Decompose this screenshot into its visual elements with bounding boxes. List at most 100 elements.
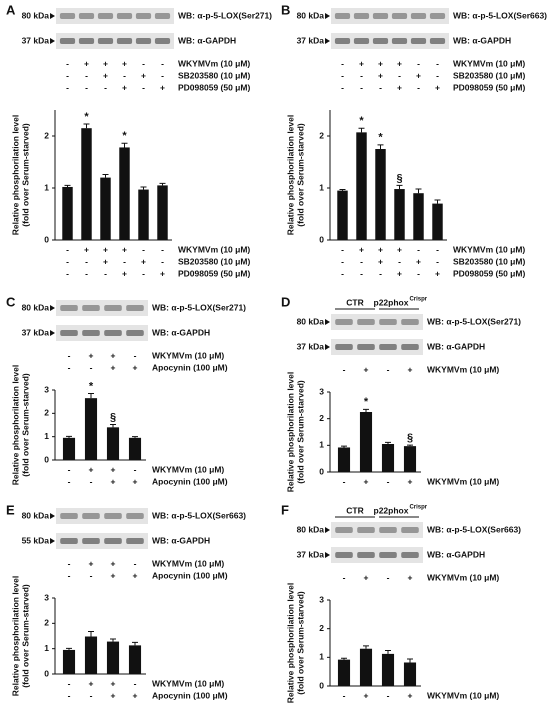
condition-sign: + [397, 58, 402, 68]
condition-sign: + [416, 70, 421, 80]
bar [62, 437, 76, 460]
condition-sign: - [360, 256, 363, 266]
panel-letter: E [6, 502, 15, 517]
condition-sign: - [68, 558, 71, 568]
condition-sign: - [341, 268, 344, 278]
kda-arrow [50, 330, 55, 336]
condition-sign: + [133, 570, 138, 580]
blot-band [60, 513, 78, 519]
condition-sign: + [397, 268, 402, 278]
y-axis-label: Relative phosphorilation level [10, 576, 20, 696]
condition-sign: - [436, 70, 439, 80]
blot-label: WB: α-p-5-LOX(Ser271) [178, 10, 272, 20]
condition-name: WKYMVm (10 μM) [178, 58, 250, 68]
bar [394, 189, 405, 240]
blot-band [104, 513, 122, 519]
blot-band [357, 319, 375, 325]
condition-sign: - [360, 82, 363, 92]
condition-sign: + [89, 678, 94, 688]
condition-sign: + [160, 82, 165, 92]
error-bar [407, 658, 413, 663]
bar [375, 149, 386, 240]
condition-sign: - [66, 244, 69, 254]
condition-sign: - [343, 572, 346, 582]
condition-sign: + [359, 58, 364, 68]
blot-band [353, 13, 370, 19]
kda-label: 80 kDa [297, 10, 325, 20]
condition-sign: - [66, 70, 69, 80]
condition-name: Apocynin (100 μM) [152, 476, 228, 486]
error-bar [407, 444, 413, 447]
blot-label: WB: α-p-5-LOX(Ser271) [427, 316, 521, 326]
bar [62, 649, 76, 674]
bar [337, 447, 351, 472]
bar [359, 648, 373, 686]
significance-mark: * [122, 130, 127, 142]
blot [56, 8, 174, 24]
panel: D CTR p22phox Crispr 80 kDa WB: α-p-5-LOX(Ser… [281, 294, 521, 492]
condition-sign: - [85, 256, 88, 266]
kda-arrow [325, 38, 330, 44]
blot-band [60, 305, 78, 311]
blot [331, 314, 423, 330]
condition-sign: + [111, 558, 116, 568]
bar [337, 190, 348, 240]
y-axis-label: (fold over Serum-starved) [20, 373, 30, 477]
error-bar [363, 645, 369, 649]
blot [331, 339, 423, 355]
blot-band [334, 13, 351, 19]
condition-sign: + [397, 244, 402, 254]
significance-mark: * [84, 111, 89, 123]
y-axis-label: (fold over Serum-starved) [295, 380, 305, 484]
condition-sign: - [341, 244, 344, 254]
kda-arrow [50, 305, 55, 311]
blot [331, 547, 423, 563]
bar [106, 427, 120, 460]
blot-band [334, 38, 351, 44]
kda-label: 80 kDa [22, 302, 50, 312]
bar [157, 185, 168, 240]
blot-band [401, 527, 419, 533]
kda-arrow [325, 319, 330, 325]
panel-letter: C [6, 294, 16, 309]
condition-name: WKYMVm (10 μM) [427, 690, 499, 700]
condition-sign: + [408, 572, 413, 582]
y-tick-label: 0 [319, 466, 324, 476]
blot-band [429, 13, 446, 19]
condition-sign: - [417, 244, 420, 254]
condition-name: PD098059 (50 μM) [178, 82, 250, 92]
error-bar [341, 445, 347, 448]
y-tick-label: 2 [44, 618, 49, 628]
blot-band [335, 344, 353, 350]
blot-band [126, 538, 144, 544]
condition-sign: + [416, 256, 421, 266]
condition-name: WKYMVm (10 μM) [453, 58, 525, 68]
blot-band [82, 538, 100, 544]
error-bar [396, 184, 403, 190]
kda-label: 80 kDa [22, 510, 50, 520]
blot-label: WB: α-p-5-LOX(Ser663) [152, 510, 246, 520]
blot-band [104, 330, 122, 336]
condition-sign: - [90, 690, 93, 700]
blot-label: WB: α-GAPDH [427, 341, 485, 351]
condition-sign: - [68, 350, 71, 360]
y-axis-label: (fold over Serum-starved) [20, 123, 30, 227]
blot-band [335, 552, 353, 558]
condition-sign: - [417, 268, 420, 278]
error-bar [66, 647, 72, 650]
error-bar [102, 173, 109, 178]
condition-sign: - [123, 256, 126, 266]
condition-sign: + [122, 58, 127, 68]
condition-name: WKYMVm (10 μM) [427, 476, 499, 486]
condition-sign: - [134, 678, 137, 688]
condition-sign: + [84, 58, 89, 68]
condition-sign: - [360, 70, 363, 80]
error-bar [132, 436, 138, 438]
condition-name: WKYMVm (10 μM) [427, 364, 499, 374]
blot-band [335, 527, 353, 533]
condition-sign: - [142, 268, 145, 278]
condition-name: WKYMVm (10 μM) [152, 678, 224, 688]
y-axis-label: Relative phosphorilation level [285, 372, 295, 492]
bar [432, 203, 443, 240]
bar [62, 186, 73, 240]
